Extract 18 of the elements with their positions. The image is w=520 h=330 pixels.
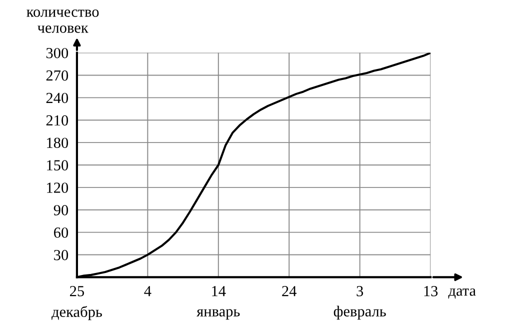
y-tick-label: 300 [46, 48, 68, 58]
y-tick-label: 240 [46, 92, 68, 104]
x-tick-label: 14 январь [196, 286, 240, 320]
y-tick-label: 30 [54, 250, 68, 260]
y-tick-label: 60 [54, 227, 68, 238]
x-tick-label: 25 декабрь [52, 286, 102, 320]
x-tick-label: 4 [144, 286, 152, 296]
y-tick-label: 120 [47, 182, 68, 193]
x-tick-label: 24 [282, 286, 297, 296]
y-tick-label: 180 [47, 138, 68, 148]
x-tick-label: 13 [424, 286, 438, 296]
y-tick-label: 210 [46, 115, 68, 126]
y-tick-label: 270 [46, 70, 68, 81]
y-axis-title: количество человек [26, 10, 99, 33]
y-tick-label: 150 [47, 160, 68, 170]
x-tick-label: 3 февраль [334, 286, 386, 320]
y-tick-label: 90 [54, 205, 68, 216]
x-axis-title: дата [448, 288, 476, 299]
